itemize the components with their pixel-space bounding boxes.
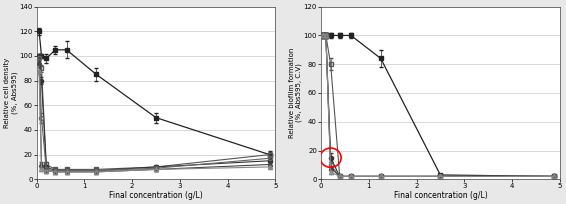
Y-axis label: Relative biofilm formation
(%, Abs595, C.V): Relative biofilm formation (%, Abs595, C… <box>289 48 302 138</box>
X-axis label: Final concentration (g/L): Final concentration (g/L) <box>109 191 203 200</box>
Y-axis label: Relative cell density
(%, Abs595): Relative cell density (%, Abs595) <box>4 58 18 128</box>
X-axis label: Final concentration (g/L): Final concentration (g/L) <box>393 191 487 200</box>
